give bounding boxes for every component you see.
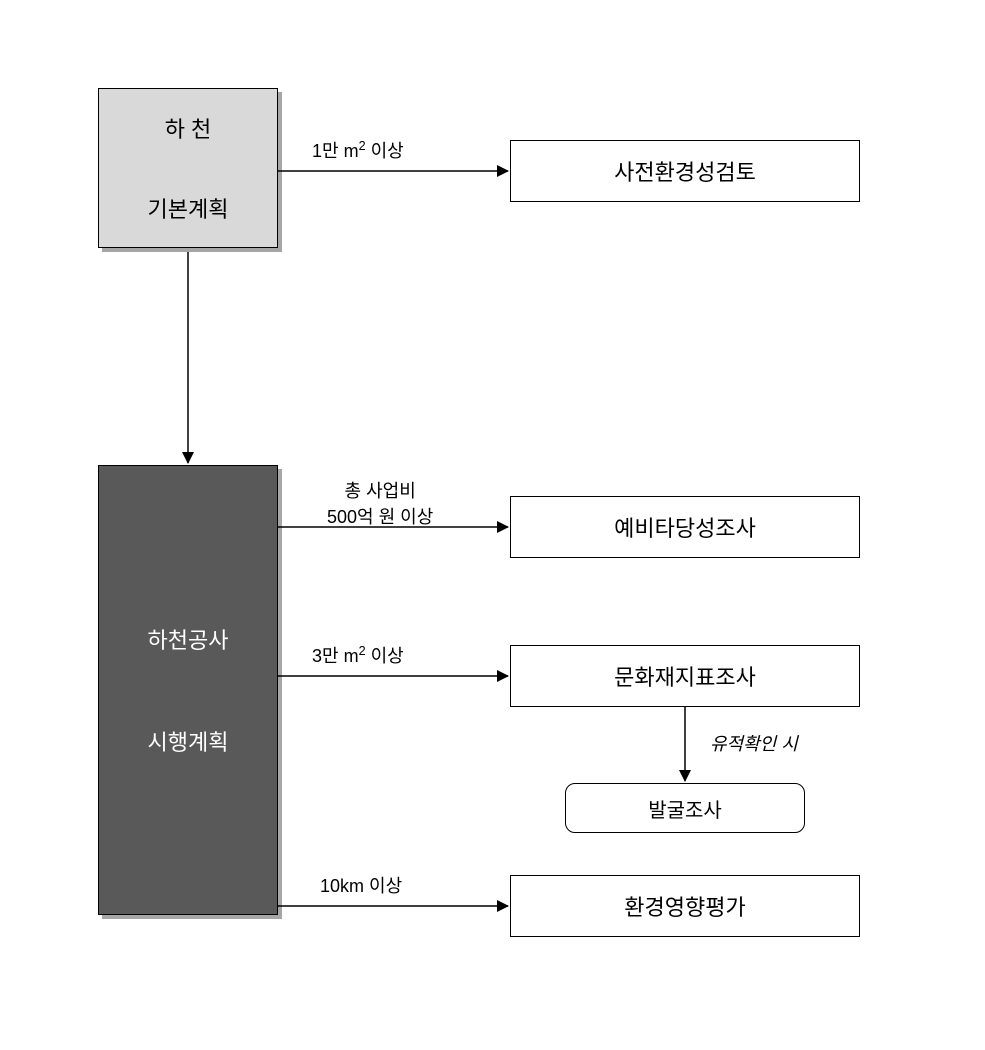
node-excavation_survey: 발굴조사 [565,783,805,833]
edge-label-e3-line1: 총 사업비 [327,477,433,503]
edge-label-e4: 3만 m2 이상 [312,642,404,668]
node-cultural_survey: 문화재지표조사 [510,645,860,707]
edge-label-e5: 유적확인 시 [710,730,798,756]
node-river_basic_plan: 하 천기본계획 [98,88,278,248]
node-prelim_feasibility: 예비타당성조사 [510,496,860,558]
node-env_impact_assessment: 환경영향평가 [510,875,860,937]
node-pre_env_review: 사전환경성검토 [510,140,860,202]
node-cultural_survey-line1: 문화재지표조사 [614,660,756,692]
edge-label-e3: 총 사업비500억 원 이상 [327,477,433,529]
node-river_construction_plan-line1: 하천공사 [148,623,229,655]
edge-label-e6: 10km 이상 [320,872,402,898]
flowchart-canvas: 하 천기본계획 사전환경성검토하천공사시행계획 예비타당성조사문화재지표조사발굴조사… [0,0,985,1050]
node-river_construction_plan: 하천공사시행계획 [98,465,278,915]
node-env_impact_assessment-line1: 환경영향평가 [624,890,745,922]
node-pre_env_review-line1: 사전환경성검토 [614,155,756,187]
edge-label-e3-line2: 500억 원 이상 [327,503,433,529]
node-river_basic_plan-line1: 하 천 [165,112,212,144]
node-river_basic_plan-line2: 기본계획 [148,192,229,224]
node-prelim_feasibility-line1: 예비타당성조사 [614,511,756,543]
node-river_construction_plan-line2: 시행계획 [148,725,229,757]
edge-label-e1: 1만 m2 이상 [312,137,404,163]
node-excavation_survey-line1: 발굴조사 [648,794,722,823]
